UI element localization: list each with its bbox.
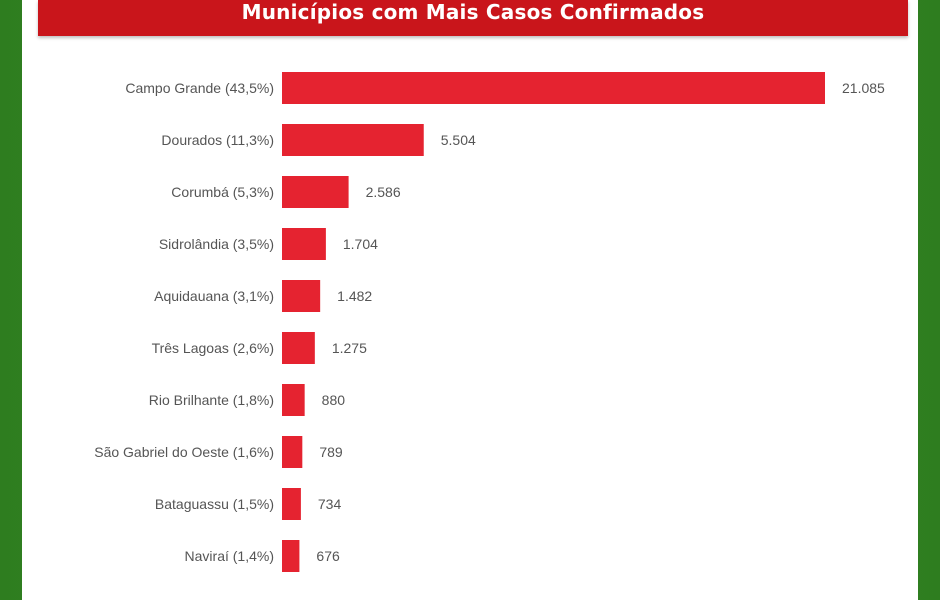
category-label: Naviraí (1,4%) — [185, 548, 274, 564]
bar-9 — [282, 540, 300, 572]
category-label: Rio Brilhante (1,8%) — [149, 392, 274, 408]
category-label: Aquidauana (3,1%) — [154, 288, 274, 304]
bar-4 — [282, 280, 321, 312]
value-label: 21.085 — [842, 80, 885, 96]
chart-header: Municípios com Mais Casos Confirmados — [38, 0, 908, 36]
value-label: 676 — [316, 548, 340, 564]
category-label: Três Lagoas (2,6%) — [152, 340, 274, 356]
category-label: Campo Grande (43,5%) — [125, 80, 274, 96]
bar-8 — [282, 488, 301, 520]
bar-3 — [282, 228, 326, 260]
bar-5 — [282, 332, 315, 364]
category-label: Dourados (11,3%) — [161, 132, 274, 148]
category-label: Sidrolândia (3,5%) — [159, 236, 274, 252]
value-label: 1.482 — [337, 288, 372, 304]
chart-card: Municípios com Mais Casos Confirmados Ca… — [22, 0, 918, 600]
value-label: 1.704 — [343, 236, 378, 252]
value-label: 2.586 — [366, 184, 401, 200]
bar-1 — [282, 124, 424, 156]
bar-7 — [282, 436, 303, 468]
category-label: Bataguassu (1,5%) — [155, 496, 274, 512]
bar-2 — [282, 176, 349, 208]
bar-chart: Campo Grande (43,5%) 21.085 Dourados (11,3… — [94, 72, 885, 572]
chart-title: Municípios com Mais Casos Confirmados — [241, 0, 705, 24]
bar-6 — [282, 384, 305, 416]
value-label: 5.504 — [441, 132, 476, 148]
bar-0 — [282, 72, 825, 104]
value-label: 880 — [322, 392, 346, 408]
category-label: São Gabriel do Oeste (1,6%) — [94, 444, 274, 460]
value-label: 789 — [319, 444, 343, 460]
category-label: Corumbá (5,3%) — [171, 184, 274, 200]
value-label: 1.275 — [332, 340, 367, 356]
value-label: 734 — [318, 496, 342, 512]
